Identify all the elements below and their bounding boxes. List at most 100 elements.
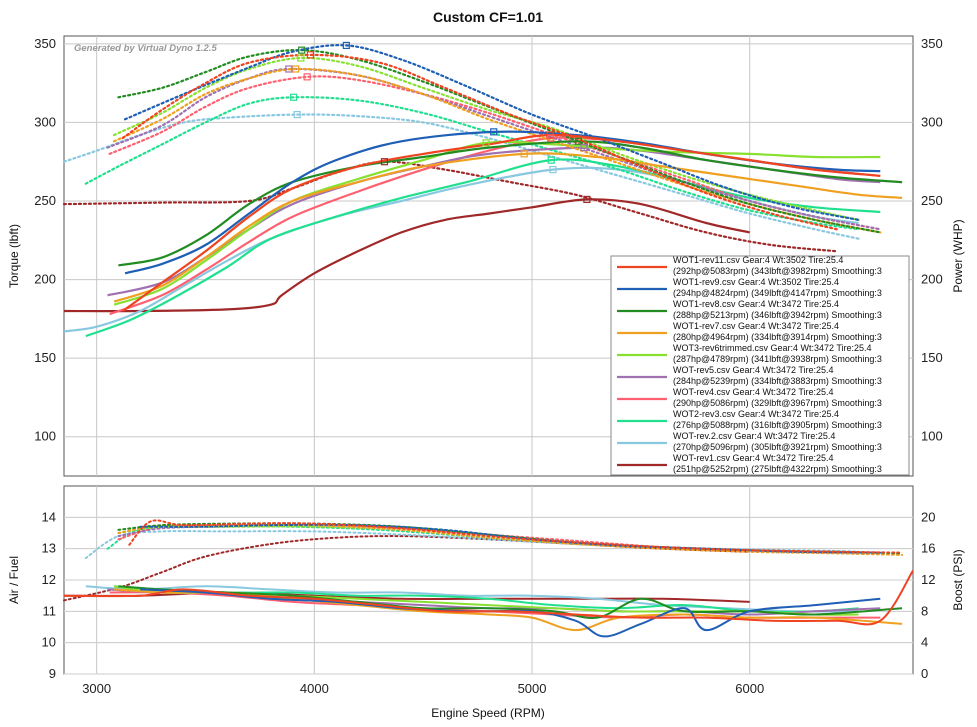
power-tick-label: 150: [921, 350, 943, 365]
legend-line2: (284hp@5239rpm) (334lbft@3883rpm) Smooth…: [673, 376, 882, 386]
top-tick-labels: 100 100 150 150 200 200 250 250 300 300 350 350: [34, 36, 942, 444]
power-peak-marker: [574, 137, 583, 145]
torque-peak-marker: [298, 46, 306, 54]
torque-peak-marker: [292, 65, 300, 73]
legend-line2: (288hp@5213rpm) (346lbft@3942rpm) Smooth…: [673, 310, 882, 320]
power-line-WOT1-rev8: [118, 140, 903, 267]
top-series-group: [62, 44, 903, 338]
torque-tick-label: 200: [34, 272, 56, 287]
legend-line2: (292hp@5083rpm) (343lbft@3982rpm) Smooth…: [673, 266, 882, 276]
legend-line2: (290hp@5086rpm) (329lbft@3967rpm) Smooth…: [673, 398, 882, 408]
legend-line1: WOT-rev4.csv Gear:4 Wt:3472 Tire:25.4: [673, 387, 834, 397]
bottom-gridlines: [64, 486, 913, 675]
torque-line-WOT-rev5: [106, 67, 882, 231]
boost-tick-label: 12: [921, 572, 935, 587]
x-tick-label: 3000: [82, 681, 111, 696]
legend-line1: WOT-rev.2.csv Gear:4 Wt:3472 Tire:25.4: [673, 431, 835, 441]
power-peak-marker: [547, 134, 555, 142]
x-tick-labels: 3000 4000 5000 6000: [82, 681, 764, 696]
boost-line-WOT1-rev7: [117, 523, 904, 556]
legend-line1: WOT1-rev11.csv Gear:4 Wt:3502 Tire:25.4: [673, 255, 843, 265]
boost-axis-title: Boost (PSI): [951, 549, 965, 610]
legend-line1: WOT1-rev8.csv Gear:4 Wt:3472 Tire:25.4: [673, 299, 839, 309]
afr-line-WOT-rev.2: [85, 585, 859, 613]
power-line-WOT-rev1: [63, 198, 750, 313]
torque-peak-marker: [303, 73, 311, 81]
boost-tick-label: 0: [921, 666, 928, 681]
boost-line-WOT-rev.2: [84, 530, 860, 560]
torque-peak-marker: [380, 158, 389, 166]
power-line-WOT2-rev3: [85, 158, 881, 338]
boost-tick-label: 4: [921, 635, 928, 650]
boost-line-WOT1-rev11: [128, 519, 904, 554]
afr-line-WOT1-rev9: [140, 588, 881, 638]
afr-tick-label: 14: [42, 509, 56, 524]
chart-title: Custom CF=1.01: [433, 9, 543, 25]
legend-line1: WOT-rev5.csv Gear:4 Wt:3472 Tire:25.4: [673, 365, 834, 375]
boost-tick-label: 8: [921, 603, 928, 618]
afr-tick-label: 12: [42, 572, 56, 587]
torque-peak-marker: [297, 54, 305, 62]
afr-tick-label: 9: [49, 666, 56, 681]
torque-line-WOT-rev1: [62, 160, 838, 253]
legend-line1: WOT2-rev3.csv Gear:4 Wt:3472 Tire:25.4: [673, 409, 839, 419]
afr-tick-label: 13: [42, 541, 56, 556]
legend-line2: (294hp@4824rpm) (349lbft@4147rpm) Smooth…: [673, 288, 882, 298]
power-peak-marker: [583, 195, 591, 204]
boost-line-WOT1-rev9: [139, 523, 882, 554]
afr-tick-label: 11: [43, 603, 57, 618]
power-line-WOT1-rev11: [122, 133, 881, 312]
power-peak-marker: [520, 150, 528, 158]
legend-line2: (270hp@5096rpm) (305lbft@3921rpm) Smooth…: [673, 442, 882, 452]
legend-line1: WOT1-rev9.csv Gear:4 Wt:3502 Tire:25.4: [673, 277, 839, 287]
legend-box: [610, 255, 910, 476]
x-axis-title: Engine Speed (RPM): [431, 706, 544, 720]
x-tick-label: 6000: [735, 681, 764, 696]
torque-line-WOT-rev.2: [62, 113, 860, 240]
torque-tick-label: 250: [34, 193, 56, 208]
torque-peak-marker: [293, 110, 301, 119]
top-peak-markers: [285, 41, 591, 204]
power-peak-marker: [547, 156, 555, 164]
afr-axis-title: Air / Fuel: [7, 556, 21, 604]
watermark: Generated by Virtual Dyno 1.2.5: [74, 43, 217, 54]
power-tick-label: 250: [921, 193, 943, 208]
power-tick-label: 100: [921, 429, 943, 444]
torque-tick-label: 350: [34, 36, 56, 51]
power-peak-marker: [580, 143, 588, 152]
boost-tick-label: 16: [921, 541, 935, 556]
torque-line-WOT1-rev9: [123, 44, 860, 221]
torque-peak-marker: [285, 65, 293, 73]
torque-tick-label: 150: [34, 350, 56, 365]
power-peak-marker: [490, 128, 498, 136]
legend-line2: (251hp@5252rpm) (275lbft@4322rpm) Smooth…: [673, 464, 882, 474]
power-tick-label: 300: [921, 114, 943, 129]
torque-tick-label: 300: [34, 114, 56, 129]
x-tick-label: 4000: [300, 681, 329, 696]
torque-line-WOT1-rev8: [117, 48, 882, 234]
boost-tick-label: 20: [921, 509, 935, 524]
legend: WOT1-rev11.csv Gear:4 Wt:3502 Tire:25.4(…: [610, 255, 910, 476]
legend-line2: (276hp@5088rpm) (316lbft@3905rpm) Smooth…: [673, 420, 882, 430]
torque-tick-label: 100: [34, 429, 56, 444]
afr-tick-label: 10: [42, 635, 56, 650]
power-peak-marker: [549, 165, 557, 174]
legend-line1: WOT1-rev7.csv Gear:4 Wt:3472 Tire:25.4: [673, 321, 839, 331]
legend-line2: (280hp@4964rpm) (334lbft@3914rpm) Smooth…: [673, 332, 882, 342]
torque-peak-marker: [306, 51, 315, 59]
legend-line1: WOT3-rev6trimmed.csv Gear:4 Wt:3472 Tire…: [673, 343, 872, 353]
power-axis-title: Power (WHP): [951, 219, 965, 292]
torque-axis-title: Torque (lbft): [7, 224, 21, 288]
power-line-WOT1-rev7: [113, 152, 903, 303]
torque-line-WOT1-rev11: [121, 53, 838, 231]
afr-line-WOT1-rev11: [63, 570, 914, 626]
torque-line-WOT2-rev3: [84, 96, 860, 231]
x-tick-label: 5000: [518, 681, 547, 696]
power-peak-marker: [482, 139, 490, 147]
legend-line1: WOT-rev1.csv Gear:4 Wt:3472 Tire:25.4: [673, 453, 834, 463]
power-tick-label: 200: [921, 272, 943, 287]
power-tick-label: 350: [921, 36, 943, 51]
legend-line2: (287hp@4789rpm) (341lbft@3938rpm) Smooth…: [673, 354, 882, 364]
torque-peak-marker: [342, 41, 350, 50]
